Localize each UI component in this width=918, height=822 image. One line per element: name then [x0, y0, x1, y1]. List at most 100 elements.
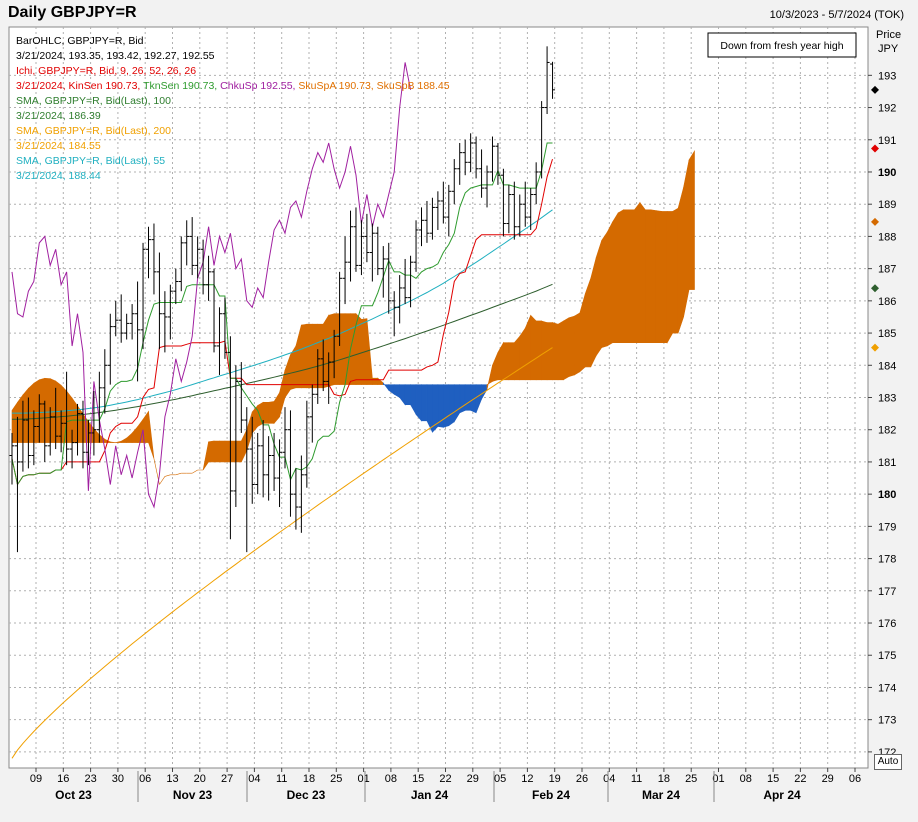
x-tick-label: 01: [357, 773, 369, 785]
cloud-bullish-segment: [530, 314, 537, 381]
ohlc-bar: [419, 207, 424, 247]
ichimoku-cloud: [11, 149, 695, 485]
x-tick-label: 06: [849, 773, 861, 785]
y-tick-label: 183: [878, 393, 896, 405]
sma200-line: [11, 347, 553, 759]
callout-box: [707, 32, 857, 58]
tenkan-sen-line: [11, 142, 553, 486]
ohlc-bar: [479, 149, 485, 198]
ohlc-bars: [9, 46, 556, 553]
ohlc-bar: [271, 432, 277, 491]
currency-axis-label: JPY: [878, 43, 899, 55]
price-axis-label: Price: [876, 29, 901, 41]
y-tick-label: 179: [878, 521, 896, 533]
ohlc-bar: [162, 291, 168, 353]
y-tick-label: 191: [878, 135, 896, 147]
month-label: Oct 23: [55, 788, 92, 802]
month-label: Apr 24: [763, 788, 801, 802]
cloud-bullish-segment: [317, 323, 324, 389]
x-tick-label: 25: [685, 773, 697, 785]
cloud-bullish-segment: [344, 313, 351, 385]
cloud-bearish-segment: [459, 384, 466, 414]
sma55-line: [12, 209, 553, 414]
ohlc-bar: [146, 226, 151, 279]
cloud-bullish-segment: [148, 411, 155, 459]
cloud-bullish-segment: [617, 209, 624, 344]
callout-text: Down from fresh year high: [720, 40, 843, 52]
cloud-bullish-segment: [574, 312, 581, 376]
ohlc-bar: [451, 159, 457, 205]
legend-line: 3/21/2024, 188.44: [16, 170, 101, 182]
y-tick-label: 175: [878, 650, 896, 662]
ohlc-bar: [64, 371, 70, 466]
y-tick-label: 187: [878, 264, 896, 276]
cloud-bullish-segment: [213, 440, 220, 463]
ohlc-bar: [375, 226, 381, 276]
ohlc-bar: [178, 236, 184, 292]
ohlc-bar: [517, 194, 523, 237]
month-label: Feb 24: [532, 788, 570, 802]
y-tick-label: 178: [878, 554, 896, 566]
cloud-bullish-segment: [350, 313, 357, 385]
cloud-bullish-segment: [339, 313, 346, 385]
axis-value-marker: [871, 85, 879, 94]
ohlc-bar: [413, 220, 419, 272]
ohlc-bar: [326, 352, 332, 404]
ohlc-bar: [364, 213, 370, 263]
ohlc-bar: [20, 400, 26, 472]
x-tick-label: 16: [57, 773, 69, 785]
auto-scale-button[interactable]: Auto: [874, 754, 902, 770]
cloud-bullish-segment: [322, 314, 329, 389]
x-tick-label: 23: [84, 773, 96, 785]
ohlc-bar: [287, 410, 293, 517]
ohlc-bar: [118, 294, 124, 343]
cloud-bullish-segment: [672, 207, 679, 334]
ohlc-bar: [380, 246, 386, 298]
ohlc-bar: [544, 46, 550, 114]
cloud-bullish-segment: [535, 320, 542, 381]
ohlc-bar: [298, 455, 304, 533]
ohlc-bar: [135, 281, 141, 382]
ohlc-bar: [402, 258, 408, 305]
x-tick-label: 12: [521, 773, 533, 785]
x-tick-label: 27: [221, 773, 233, 785]
chikou-span-line: [11, 62, 412, 509]
cloud-bullish-segment: [514, 335, 521, 381]
ohlc-bar: [353, 207, 359, 272]
y-tick-label: 190: [878, 167, 896, 179]
ohlc-bar: [211, 268, 217, 353]
legend-line: SMA, GBPJPY=R, Bid(Last), 100: [16, 95, 171, 107]
cloud-bearish-segment: [404, 384, 411, 406]
month-label: Mar 24: [642, 788, 680, 802]
axis-value-marker: [871, 343, 879, 352]
ohlc-bar: [309, 384, 315, 443]
ohlc-bar: [91, 391, 97, 456]
y-tick-label: 173: [878, 715, 896, 727]
ohlc-bar: [424, 200, 430, 243]
ohlc-bar: [260, 420, 266, 498]
ohlc-bar: [358, 220, 364, 276]
cloud-bullish-segment: [224, 440, 231, 463]
cloud-bullish-segment: [666, 211, 673, 344]
ohlc-bar: [200, 239, 206, 295]
ohlc-bar: [386, 242, 392, 314]
cloud-bullish-segment: [606, 221, 613, 347]
ohlc-bar: [495, 142, 501, 185]
x-tick-label: 11: [631, 773, 642, 785]
ohlc-bar: [511, 181, 517, 240]
ohlc-bar: [473, 136, 479, 179]
legend-line: 3/21/2024, 193.35, 193.42, 192.27, 192.5…: [16, 50, 215, 62]
y-tick-label: 181: [878, 457, 896, 469]
cloud-bullish-segment: [372, 377, 379, 385]
ohlc-bar: [69, 429, 75, 469]
ohlc-bar: [348, 210, 354, 282]
date-range: 10/3/2023 - 5/7/2024 (TOK): [769, 9, 904, 21]
month-label: Dec 23: [287, 788, 326, 802]
ohlc-bar: [222, 297, 228, 359]
x-tick-label: 04: [603, 773, 615, 785]
cloud-bullish-segment: [268, 401, 275, 424]
ohlc-bar: [173, 268, 179, 305]
ohlc-bar: [457, 142, 463, 185]
